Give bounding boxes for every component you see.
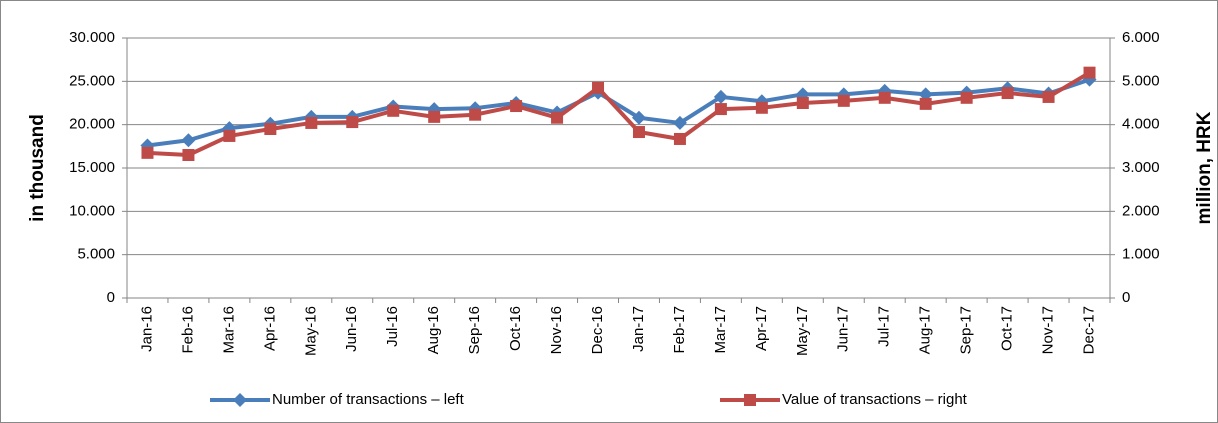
series-marker <box>714 103 727 116</box>
series-marker <box>428 110 441 123</box>
y-tick-label: 20.000 <box>69 116 115 133</box>
y2-tick-label: 3.000 <box>1122 159 1160 176</box>
series-marker <box>673 132 686 145</box>
x-tick-label: Jul-17 <box>876 306 893 347</box>
y2-tick-label: 5.000 <box>1122 72 1160 89</box>
series-marker <box>796 97 809 109</box>
y-tick-label: 15.000 <box>69 159 115 176</box>
series-marker <box>837 94 850 107</box>
y2-tick-label: 4.000 <box>1122 116 1160 133</box>
x-tick-label: Dec-17 <box>1080 306 1097 354</box>
y2-tick-label: 2.000 <box>1122 202 1160 219</box>
x-tick-label: Jun-17 <box>835 306 852 352</box>
y-tick-label: 10.000 <box>69 202 115 219</box>
x-tick-label: Mar-17 <box>712 306 729 354</box>
legend-label: Value of transactions – right <box>782 391 968 408</box>
x-tick-label: Jan-17 <box>630 306 647 352</box>
x-tick-label: Sep-16 <box>466 306 483 354</box>
series-marker <box>631 110 646 125</box>
x-tick-label: Apr-16 <box>261 306 278 351</box>
series-marker <box>182 149 195 161</box>
series-line <box>147 77 1091 148</box>
x-tick-label: Jun-16 <box>343 306 360 352</box>
series-marker <box>305 116 318 129</box>
series-marker <box>510 100 523 113</box>
y2-tick-label: 1.000 <box>1122 246 1160 263</box>
series-marker <box>141 146 154 159</box>
series-marker <box>469 108 482 121</box>
x-tick-label: Nov-17 <box>1040 306 1057 354</box>
x-tick-label: Sep-17 <box>958 306 975 354</box>
series-marker <box>592 81 605 94</box>
series-marker <box>387 104 400 117</box>
series-marker <box>181 133 196 148</box>
legend-marker <box>744 394 756 406</box>
y-tick-label: 30.000 <box>69 29 115 46</box>
series-line <box>147 70 1091 157</box>
y-tick-label: 25.000 <box>69 72 115 89</box>
x-tick-label: Mar-16 <box>220 306 237 354</box>
series-marker <box>960 91 973 104</box>
x-tick-label: May-17 <box>794 306 811 356</box>
legend-marker <box>233 393 247 407</box>
y-tick-label: 5.000 <box>77 246 115 263</box>
series-marker <box>918 87 933 102</box>
series-marker <box>1042 90 1055 103</box>
y-tick-label: 0 <box>107 289 115 306</box>
series-marker <box>755 101 768 114</box>
x-tick-label: Apr-17 <box>753 306 770 351</box>
x-tick-label: Feb-17 <box>671 306 688 354</box>
y2-tick-label: 6.000 <box>1122 29 1160 46</box>
x-tick-label: Nov-16 <box>548 306 565 354</box>
series-marker <box>1001 87 1014 100</box>
x-tick-label: Dec-16 <box>589 306 606 354</box>
series-marker <box>919 97 932 110</box>
series-marker <box>551 111 564 124</box>
series-marker <box>223 129 236 142</box>
series-marker <box>346 116 359 129</box>
series-marker <box>713 89 728 104</box>
x-tick-label: Aug-17 <box>917 306 934 354</box>
x-tick-label: Oct-17 <box>999 306 1016 351</box>
legend-label: Number of transactions – left <box>272 391 465 408</box>
series-marker <box>1083 66 1096 79</box>
x-tick-label: May-16 <box>302 306 319 356</box>
series-marker <box>878 91 891 104</box>
x-tick-label: Jul-16 <box>384 306 401 347</box>
series-marker <box>672 115 687 130</box>
y2-tick-label: 0 <box>1122 289 1130 306</box>
series-marker <box>632 126 645 139</box>
x-tick-label: Aug-16 <box>425 306 442 354</box>
x-tick-label: Jan-16 <box>138 306 155 352</box>
x-tick-label: Feb-16 <box>179 306 196 354</box>
y-axis-title: in thousand <box>27 114 48 222</box>
series-marker <box>264 123 277 135</box>
y2-axis-title: million, HRK <box>1194 111 1215 224</box>
x-tick-label: Oct-16 <box>507 306 524 351</box>
